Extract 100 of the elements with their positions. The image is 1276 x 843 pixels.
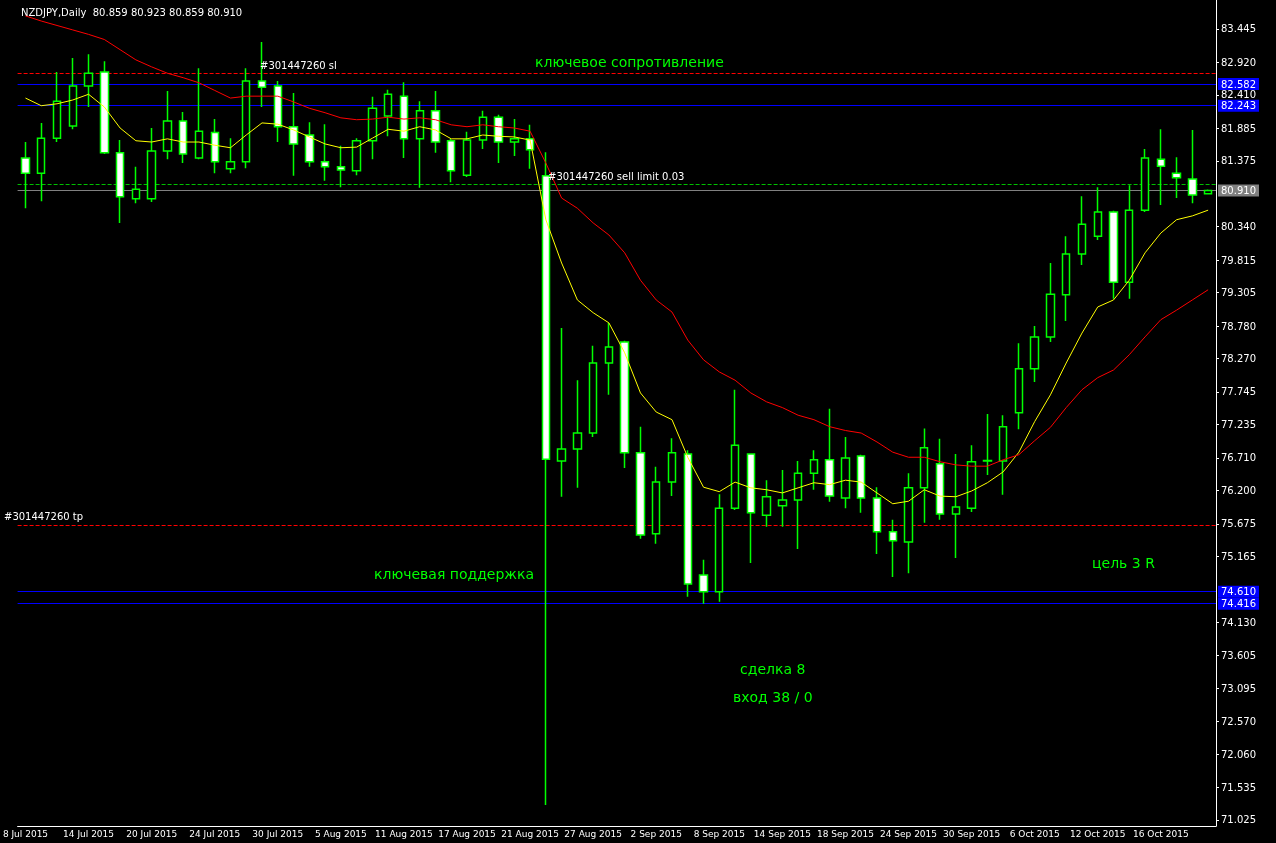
candlestick <box>714 493 724 603</box>
candlestick <box>20 141 31 209</box>
y-tick-label: 78.780 <box>1221 320 1256 332</box>
candlestick <box>856 453 866 514</box>
x-tick-label: 14 Sep 2015 <box>753 828 811 839</box>
ref-line-label: 80.910 <box>1221 184 1256 196</box>
y-tick-label: 76.200 <box>1221 484 1256 496</box>
candlestick <box>824 408 835 503</box>
x-tick-label: 6 Oct 2015 <box>1009 828 1060 839</box>
ref-line-label: 82.582 <box>1221 78 1256 90</box>
candlestick <box>698 559 709 605</box>
candlestick <box>998 414 1008 496</box>
candlestick <box>761 479 772 528</box>
candlestick <box>509 118 520 157</box>
candlestick <box>919 427 929 524</box>
x-tick-label: 27 Aug 2015 <box>564 828 622 839</box>
x-tick-label: 24 Jul 2015 <box>189 828 241 839</box>
candlestick <box>872 486 882 555</box>
candlestick <box>83 53 94 108</box>
candlestick <box>210 118 220 174</box>
y-tick-label: 80.340 <box>1221 221 1256 233</box>
x-tick-label: 21 Aug 2015 <box>501 828 559 839</box>
candlestick <box>903 472 914 574</box>
candlestick <box>99 60 110 155</box>
candlestick <box>68 57 78 131</box>
candlestick <box>430 90 441 154</box>
candlestick <box>383 89 393 138</box>
x-tick-label: 11 Aug 2015 <box>375 828 433 839</box>
ref-line-label: #301447260 tp <box>4 511 84 523</box>
candlestick <box>840 436 851 509</box>
candlestick <box>1108 210 1119 300</box>
y-tick-label: 81.375 <box>1221 155 1256 167</box>
candlestick <box>572 379 583 489</box>
y-tick-label: 75.675 <box>1221 518 1256 530</box>
candlestick <box>178 111 188 164</box>
y-tick-label: 77.235 <box>1221 418 1256 430</box>
x-tick-label: 2 Sep 2015 <box>630 828 682 839</box>
candlestick <box>131 166 141 204</box>
x-tick-label: 14 Jul 2015 <box>63 828 115 839</box>
candlestick <box>619 339 630 469</box>
candlestick <box>651 466 661 545</box>
text: NZDJPY,Daily 80.859 80.923 80.859 80.910 <box>21 6 243 18</box>
y-tick-label: 71.025 <box>1221 814 1256 826</box>
x-tick-label: 12 Oct 2015 <box>1069 828 1126 839</box>
ref-line-label: 82.243 <box>1221 100 1256 112</box>
y-tick-label: 72.570 <box>1221 716 1256 728</box>
candlestick <box>793 460 803 550</box>
y-tick-label: 72.060 <box>1221 748 1256 760</box>
y-tick-label: 75.165 <box>1221 550 1256 562</box>
y-tick-label: 79.305 <box>1221 287 1256 299</box>
candlestick <box>667 437 677 497</box>
y-tick-label: 82.410 <box>1221 89 1256 101</box>
candlestick <box>556 327 567 498</box>
candlestick <box>146 127 157 203</box>
candlestick <box>288 92 299 177</box>
candlestick <box>683 449 693 598</box>
x-tick-label: 20 Jul 2015 <box>126 828 178 839</box>
candlestick <box>273 80 283 143</box>
annotation: ключевое сопротивление <box>535 54 724 70</box>
candlestick <box>1124 184 1134 300</box>
annotation: ключевая поддержка <box>374 566 535 582</box>
y-tick-label: 74.130 <box>1221 616 1256 628</box>
candlestick <box>225 137 236 174</box>
candlestick <box>1187 129 1198 204</box>
annotation: сделка 8 <box>740 661 806 677</box>
y-tick-label: 79.815 <box>1221 254 1256 266</box>
candlestick <box>809 449 819 491</box>
candlestick <box>746 453 756 564</box>
candlestick <box>1140 148 1150 213</box>
candlestick <box>320 123 330 182</box>
candlestick <box>1171 156 1182 199</box>
candlestick <box>588 345 598 438</box>
y-tick-label: 76.710 <box>1221 452 1256 464</box>
x-tick-label: 8 Sep 2015 <box>693 828 745 839</box>
x-tick-label: 5 Aug 2015 <box>314 828 367 839</box>
ref-line-label: 74.610 <box>1221 586 1256 598</box>
y-tick-label: 78.270 <box>1221 353 1256 365</box>
y-tick-label: 81.885 <box>1221 122 1256 134</box>
candlestick <box>162 90 173 160</box>
candlestick <box>493 113 504 164</box>
candlestick <box>966 444 977 513</box>
candlestick <box>1093 186 1103 241</box>
candlestick <box>115 139 125 224</box>
candlestick <box>1045 262 1056 343</box>
annotation: цель 3 R <box>1092 555 1156 571</box>
y-tick-label: 71.535 <box>1221 781 1256 793</box>
x-tick-label: 8 Jul 2015 <box>2 828 49 839</box>
candlestick <box>415 100 425 189</box>
candlestick <box>604 322 614 396</box>
x-tick-label: 18 Sep 2015 <box>816 828 874 839</box>
y-tick-label: 73.605 <box>1221 650 1256 662</box>
candlestick <box>36 122 46 202</box>
candlestick <box>1029 325 1040 383</box>
x-tick-label: 16 Oct 2015 <box>1132 828 1189 839</box>
y-tick-label: 83.445 <box>1221 23 1256 35</box>
candlestick <box>399 81 409 159</box>
candlestick <box>336 145 346 188</box>
y-tick-label: 82.920 <box>1221 56 1256 68</box>
x-tick-label: 17 Aug 2015 <box>438 828 496 839</box>
y-tick-label: 73.095 <box>1221 682 1256 694</box>
